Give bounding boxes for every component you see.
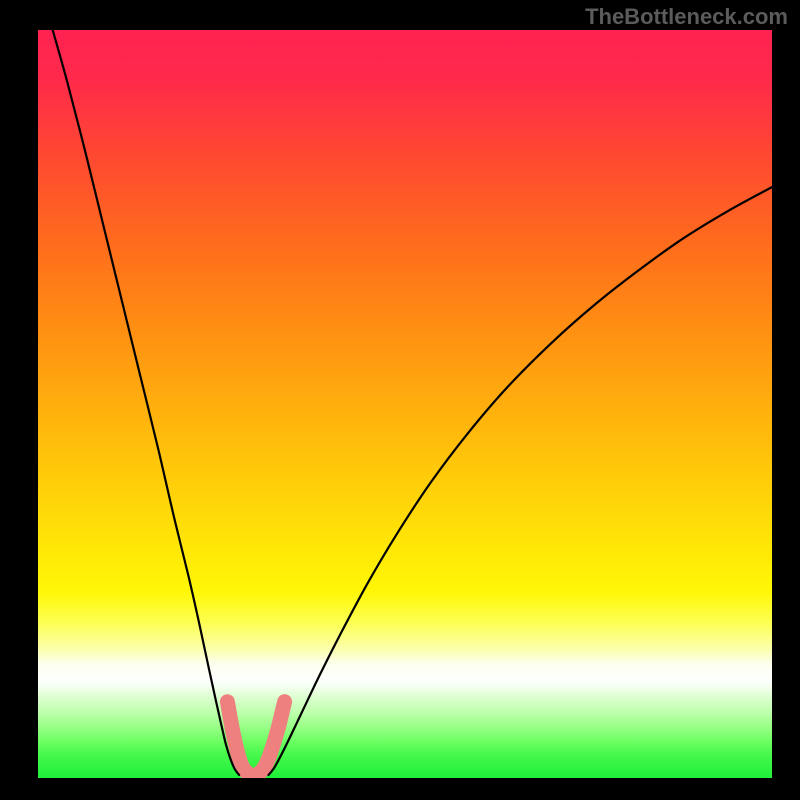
plot-area <box>38 30 772 778</box>
watermark-text: TheBottleneck.com <box>585 4 788 30</box>
plot-frame <box>0 0 800 800</box>
chart-container: TheBottleneck.com <box>0 0 800 800</box>
gradient-background <box>38 30 772 778</box>
